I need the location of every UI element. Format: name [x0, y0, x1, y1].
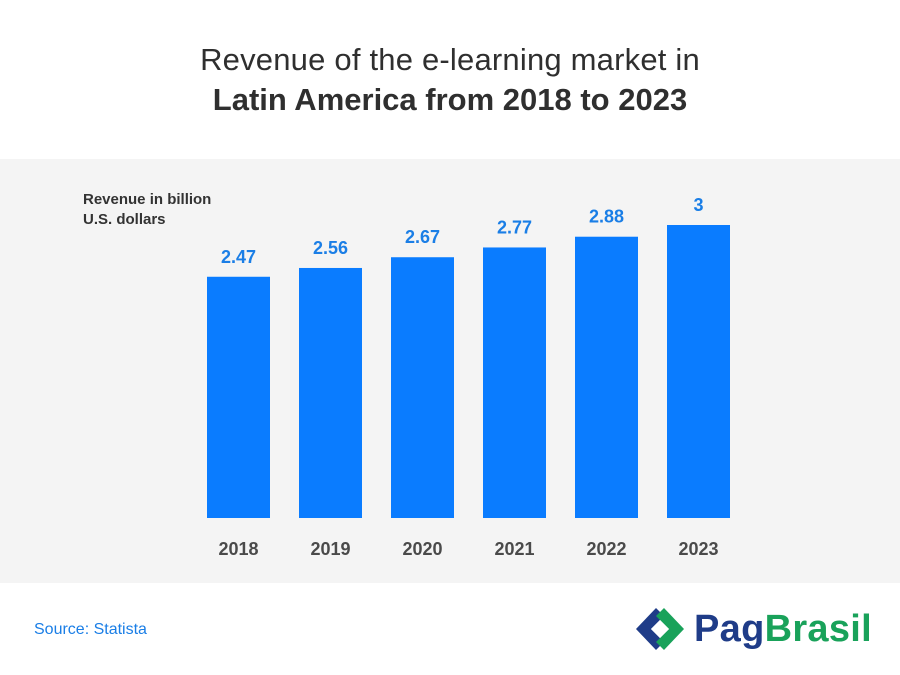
value-label-2019: 2.56 — [313, 238, 348, 258]
source-note: Source: Statista — [34, 621, 147, 638]
bar-2020 — [391, 257, 454, 518]
x-tick-label-2023: 2023 — [678, 539, 718, 559]
y-axis-label-line2: U.S. dollars — [83, 211, 166, 228]
bar-2022 — [575, 236, 638, 518]
y-axis-label: Revenue in billion U.S. dollars — [83, 190, 283, 230]
logo-text: PagBrasil — [694, 608, 872, 651]
pagbrasil-logo-icon — [636, 608, 684, 650]
pagbrasil-logo: PagBrasil — [634, 606, 872, 652]
bar-2023 — [667, 225, 730, 518]
value-label-2020: 2.67 — [405, 227, 440, 247]
logo-text-brasil: Brasil — [764, 607, 873, 650]
x-tick-label-2020: 2020 — [402, 539, 442, 559]
x-tick-label-2018: 2018 — [218, 539, 258, 559]
value-label-2018: 2.47 — [221, 247, 256, 267]
bar-2021 — [483, 247, 546, 519]
chart-title: Revenue of the e-learning market in Lati… — [0, 40, 900, 120]
y-axis-label-line1: Revenue in billion — [83, 191, 212, 208]
bar-2018 — [207, 276, 270, 518]
chart-title-line2: Latin America from 2018 to 2023 — [212, 82, 688, 117]
bars-group: 2.47 2018 2.56 2019 2.67 2020 2.77 2021 2.88 2022… — [207, 195, 730, 559]
value-label-2023: 3 — [693, 195, 703, 215]
bar-2019 — [299, 267, 362, 518]
x-tick-label-2022: 2022 — [586, 539, 626, 559]
value-label-2021: 2.77 — [497, 217, 532, 237]
chart-title-line1: Revenue of the e-learning market in — [200, 42, 700, 77]
value-label-2022: 2.88 — [589, 207, 624, 227]
x-tick-label-2021: 2021 — [494, 539, 534, 559]
logo-text-pag: Pag — [694, 607, 765, 650]
x-tick-label-2019: 2019 — [310, 539, 350, 559]
